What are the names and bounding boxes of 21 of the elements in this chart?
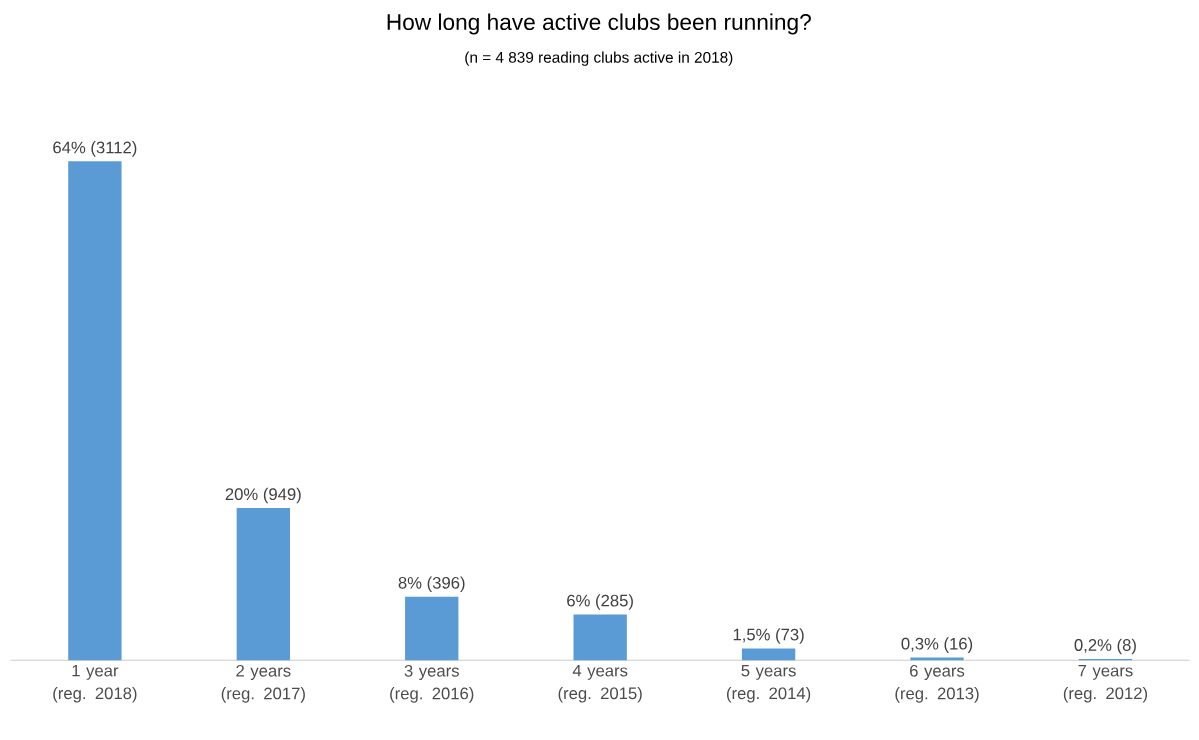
- x-tick-label: 6 years (reg. 2013): [895, 664, 979, 703]
- chart-title: How long have active clubs been running?: [387, 13, 811, 35]
- bar: [405, 596, 459, 661]
- bar: [68, 161, 122, 661]
- data-label: 20% (949): [225, 487, 301, 504]
- chart-subtitle: (n = 4 839 reading clubs active in 2018): [465, 51, 733, 66]
- data-label: 6% (285): [567, 594, 633, 610]
- data-label: 8% (396): [398, 576, 465, 592]
- x-tick-label: 4 years (reg. 2015): [558, 664, 642, 703]
- data-label: 0,2% (8): [1074, 638, 1136, 655]
- x-tick-label: 5 years (reg. 2014): [727, 664, 811, 703]
- data-label: 1,5% (73): [733, 628, 804, 644]
- data-label: 64% (3112): [53, 141, 137, 157]
- data-label: 0,3% (16): [901, 637, 973, 653]
- x-tick-label: 1 year (reg. 2018): [53, 664, 137, 703]
- x-tick-label: 7 years (reg. 2012): [1063, 664, 1148, 703]
- bar: [573, 614, 627, 661]
- bar: [236, 507, 290, 661]
- x-tick-label: 3 years (reg. 2016): [390, 664, 474, 703]
- x-tick-label: 2 years (reg. 2017): [221, 664, 305, 703]
- bar: [741, 648, 796, 661]
